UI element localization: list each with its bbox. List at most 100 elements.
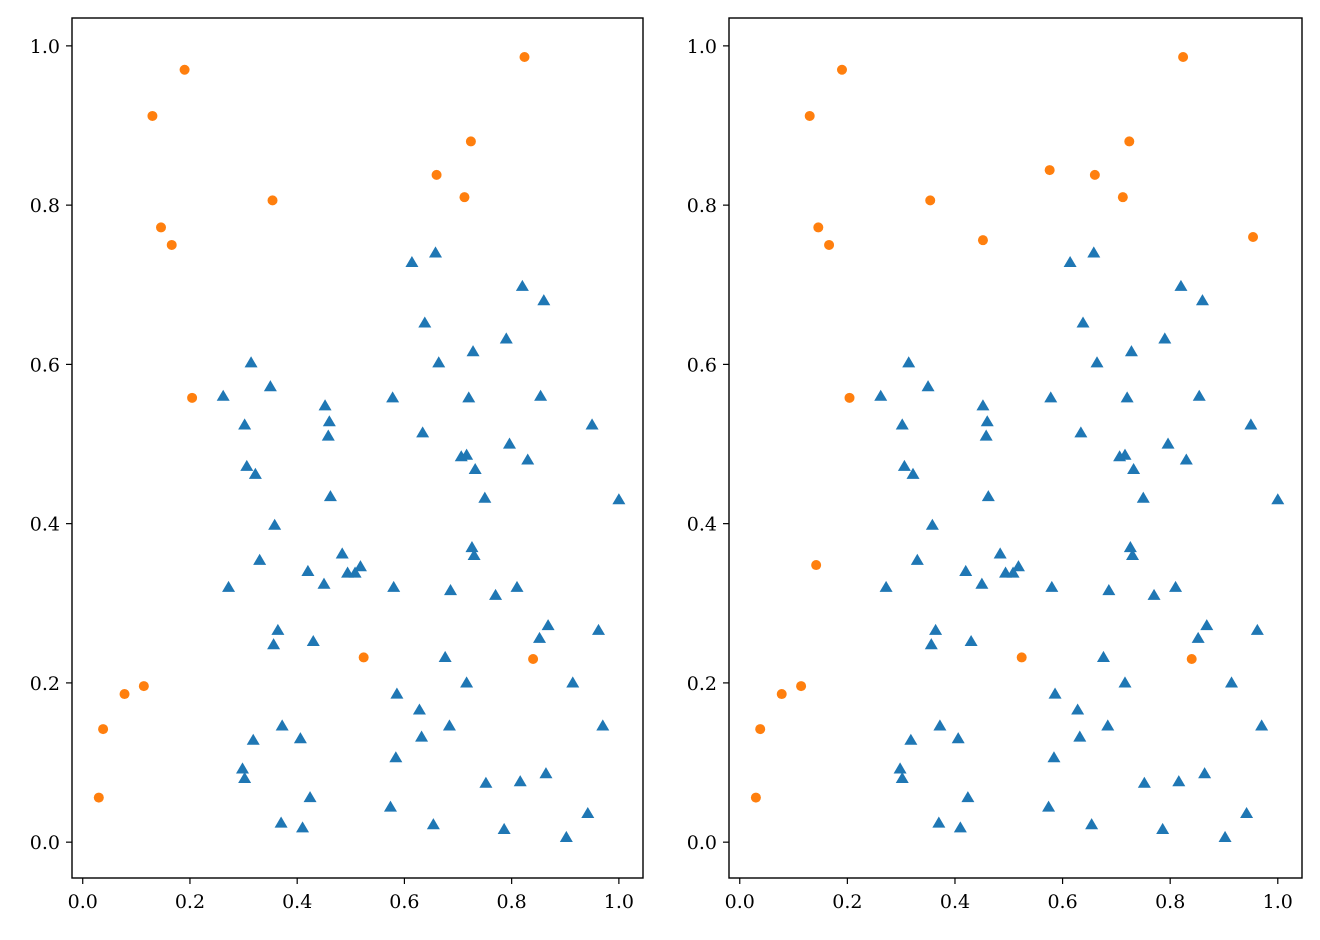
triangle-point xyxy=(1179,453,1193,465)
circle-point xyxy=(977,235,988,246)
x-tick-label: 0.2 xyxy=(175,891,205,913)
circle-point xyxy=(755,724,766,735)
triangle-point xyxy=(1087,246,1101,258)
triangle-point xyxy=(274,816,288,828)
triangle-point xyxy=(521,453,535,465)
triangle-point xyxy=(246,733,260,745)
triangle-point xyxy=(1255,719,1269,731)
triangle-point xyxy=(335,547,349,559)
circle-point xyxy=(187,392,198,403)
triangle-point xyxy=(559,830,573,842)
y-tick-label: 0.0 xyxy=(30,832,60,854)
triangle-point xyxy=(612,493,626,505)
triangle-point xyxy=(1048,687,1062,699)
circle-point xyxy=(824,239,835,250)
x-tick-label: 1.0 xyxy=(604,891,634,913)
triangle-point xyxy=(502,437,516,449)
circle-point xyxy=(147,110,158,121)
triangle-point xyxy=(271,623,285,635)
y-tick-label: 0.2 xyxy=(30,673,60,695)
triangle-point xyxy=(874,389,888,401)
triangle-point xyxy=(321,429,335,441)
triangle-point xyxy=(1011,560,1025,572)
triangle-point xyxy=(1271,493,1285,505)
circle-point xyxy=(1124,136,1135,147)
triangle-point xyxy=(929,623,943,635)
triangle-point xyxy=(539,767,553,779)
triangle-point xyxy=(1158,332,1172,344)
triangle-point xyxy=(1044,391,1058,403)
triangle-point xyxy=(1137,776,1151,788)
triangle-point xyxy=(591,623,605,635)
triangle-point xyxy=(293,732,307,744)
circle-point xyxy=(179,64,190,75)
triangle-point xyxy=(976,399,990,411)
circle-point xyxy=(1089,169,1100,180)
triangle-point xyxy=(429,246,443,258)
triangle-point xyxy=(933,719,947,731)
triangle-point xyxy=(1126,549,1140,561)
triangle-point xyxy=(1123,541,1137,553)
triangle-point xyxy=(1085,818,1099,830)
triangle-point xyxy=(415,730,429,742)
triangle-point xyxy=(980,415,994,427)
triangle-point xyxy=(412,703,426,715)
triangle-point xyxy=(1244,418,1258,430)
triangle-point xyxy=(353,560,367,572)
circle-point xyxy=(156,222,167,233)
triangle-point xyxy=(467,549,481,561)
triangle-point xyxy=(1101,719,1115,731)
circle-point xyxy=(836,64,847,75)
y-tick-label: 0.8 xyxy=(30,195,60,217)
left-scatter-plot: 0.0 0.2 0.4 0.6 0.8 1.0 0.0 0.2 0.4 0.6 0.8 1.0 xyxy=(30,17,644,913)
triangle-point xyxy=(1250,623,1264,635)
circle-point xyxy=(1248,231,1259,242)
triangle-point xyxy=(418,316,432,328)
circle-point xyxy=(528,654,539,665)
triangle-point xyxy=(263,380,277,392)
triangle-point xyxy=(895,771,909,784)
triangle-point xyxy=(1240,807,1254,819)
triangle-point xyxy=(1218,830,1232,842)
circle-point xyxy=(925,195,936,206)
triangle-point xyxy=(1118,448,1132,460)
triangle-point xyxy=(581,807,595,819)
triangle-point xyxy=(1102,584,1116,596)
triangle-point xyxy=(1076,316,1090,328)
triangle-point xyxy=(499,332,513,344)
triangle-point xyxy=(1136,491,1150,503)
triangle-point xyxy=(541,619,555,631)
x-tick-label: 0.2 xyxy=(832,891,862,913)
triangle-point xyxy=(438,650,452,662)
triangle-point xyxy=(416,426,430,438)
triangle-point xyxy=(466,345,480,357)
triangle-point xyxy=(1161,437,1175,449)
triangle-point xyxy=(596,719,610,731)
circle-point xyxy=(93,792,104,803)
x-tick-label: 0.0 xyxy=(68,891,98,913)
triangle-point xyxy=(1063,255,1077,268)
triangle-point xyxy=(468,463,482,475)
triangle-point xyxy=(921,380,935,392)
triangle-point xyxy=(405,255,419,268)
circle-point xyxy=(98,724,109,735)
circle-point xyxy=(776,689,787,700)
triangle-point xyxy=(444,584,458,596)
x-tick-label: 0.4 xyxy=(940,891,970,913)
triangle-point xyxy=(924,638,938,650)
x-tick-label: 0.0 xyxy=(725,891,755,913)
triangle-point xyxy=(318,399,332,411)
triangle-point xyxy=(1006,566,1020,578)
circle-point xyxy=(267,195,278,206)
y-tick-label: 0.4 xyxy=(687,514,717,536)
circle-point xyxy=(1044,165,1055,176)
axes-frame xyxy=(728,17,1303,879)
circle-point xyxy=(1178,52,1189,63)
triangle-point xyxy=(244,356,258,368)
triangle-point xyxy=(323,490,337,502)
triangle-point xyxy=(533,631,547,643)
triangle-point xyxy=(959,564,973,576)
triangle-point xyxy=(478,491,492,503)
triangle-point xyxy=(932,816,946,828)
